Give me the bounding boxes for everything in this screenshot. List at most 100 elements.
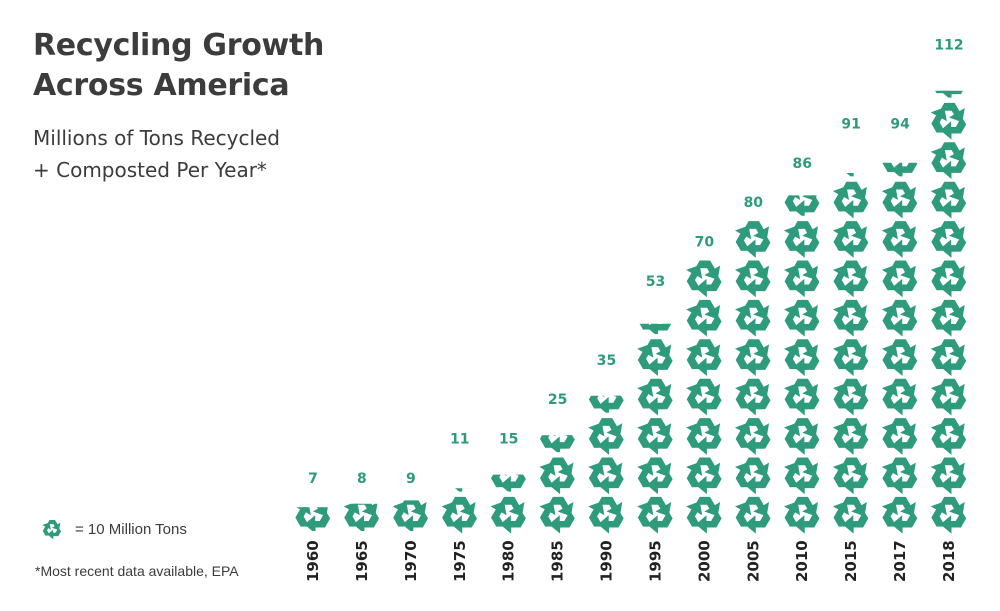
x-tick-label: 1985 xyxy=(549,540,567,582)
x-tick-label: 2017 xyxy=(891,540,909,582)
recycle-icon xyxy=(735,339,771,377)
chart-title-line-1: Recycling Growth xyxy=(33,28,325,63)
recycle-icon xyxy=(588,496,624,534)
value-label: 91 xyxy=(841,116,860,132)
recycle-icon xyxy=(930,378,967,416)
recycle-icon xyxy=(783,457,820,495)
recycle-icon xyxy=(832,299,869,337)
value-label: 8 xyxy=(357,471,367,487)
recycle-icon xyxy=(343,503,380,531)
recycle-icon xyxy=(832,260,869,298)
recycle-icon xyxy=(881,299,918,337)
recycle-icon xyxy=(783,260,820,298)
recycle-icon xyxy=(930,496,967,534)
recycle-icon xyxy=(637,496,673,534)
recycle-icon xyxy=(930,457,967,495)
bar-2015 xyxy=(832,173,869,534)
recycle-icon xyxy=(881,339,918,377)
recycle-icon xyxy=(881,418,918,455)
recycle-icon xyxy=(832,418,869,455)
value-label: 11 xyxy=(450,432,469,448)
recycle-icon xyxy=(783,221,820,258)
value-label: 15 xyxy=(499,432,518,448)
recycle-icon xyxy=(881,162,918,177)
bar-2018 xyxy=(930,90,967,534)
recycle-icon xyxy=(490,474,526,492)
recycle-icon xyxy=(881,457,918,495)
legend: = 10 Million Tons xyxy=(35,513,187,545)
x-tick-label: 1965 xyxy=(353,540,371,582)
recycle-icon xyxy=(637,378,673,416)
recycle-icon xyxy=(735,299,771,337)
recycle-icon xyxy=(686,418,722,455)
recycle-icon xyxy=(783,195,820,216)
recycle-icon xyxy=(294,507,331,532)
recycle-icon xyxy=(637,323,673,334)
recycle-icon xyxy=(930,260,967,298)
x-tick-label: 2005 xyxy=(744,540,762,582)
recycle-icon xyxy=(686,339,722,377)
recycle-icon xyxy=(588,457,624,495)
recycle-icon xyxy=(539,435,575,453)
chart-subtitle: Millions of Tons Recycled + Composted Pe… xyxy=(33,122,353,186)
bar-2010 xyxy=(783,195,820,534)
recycle-icon xyxy=(881,181,918,219)
recycle-icon xyxy=(686,260,722,298)
footnote: *Most recent data available, EPA xyxy=(35,563,239,579)
x-tick-label: 2018 xyxy=(940,540,958,582)
bar-1965 xyxy=(343,503,380,531)
value-label: 35 xyxy=(597,353,616,369)
x-tick-label: 1990 xyxy=(598,540,616,582)
recycle-icon xyxy=(735,378,771,416)
recycle-icon xyxy=(735,260,771,298)
recycle-icon xyxy=(832,339,869,377)
value-label: 86 xyxy=(792,156,811,172)
chart-subtitle-line-2: + Composted Per Year* xyxy=(33,158,267,182)
bar-2005 xyxy=(735,221,771,534)
recycle-icon xyxy=(539,457,575,495)
bar-1960 xyxy=(294,507,331,532)
recycle-icon xyxy=(832,378,869,416)
value-label: 94 xyxy=(890,116,910,132)
recycle-icon xyxy=(930,418,967,455)
value-label: 7 xyxy=(308,471,318,487)
recycle-icon xyxy=(930,102,967,140)
x-tick-label: 1995 xyxy=(646,540,664,582)
recycle-icon xyxy=(783,496,820,534)
value-label: 25 xyxy=(548,392,567,408)
recycle-icon xyxy=(930,181,967,219)
bar-1990 xyxy=(588,395,624,534)
recycle-icon xyxy=(832,181,869,219)
bar-1975 xyxy=(441,488,477,534)
recycle-icon xyxy=(832,221,869,258)
bar-2000 xyxy=(686,260,722,534)
bar-1970 xyxy=(392,500,429,531)
recycle-icon xyxy=(783,339,820,377)
recycle-icon xyxy=(881,221,918,258)
x-tick-label: 1960 xyxy=(304,540,322,582)
recycle-icon xyxy=(735,418,771,455)
recycle-icon xyxy=(441,496,477,534)
recycle-icon xyxy=(881,260,918,298)
chart-title: Recycling Growth Across America xyxy=(33,26,353,106)
recycle-icon xyxy=(930,299,967,337)
recycle-icon xyxy=(637,457,673,495)
recycle-icon xyxy=(451,488,477,492)
value-label: 112 xyxy=(934,38,963,54)
recycle-icon xyxy=(637,339,673,377)
x-tick-label: 1970 xyxy=(402,540,420,582)
legend-label: = 10 Million Tons xyxy=(75,520,187,538)
recycle-icon xyxy=(881,496,918,534)
recycle-icon xyxy=(686,457,722,495)
recycle-icon xyxy=(783,299,820,337)
bar-1980 xyxy=(490,474,526,534)
value-label: 80 xyxy=(744,195,764,211)
x-tick-label: 1980 xyxy=(500,540,518,582)
x-tick-label: 1975 xyxy=(451,540,469,582)
x-tick-label: 2010 xyxy=(793,540,811,582)
recycle-icon xyxy=(735,221,771,258)
value-label: 9 xyxy=(406,471,416,487)
recycle-icon xyxy=(832,496,869,534)
recycle-icon xyxy=(930,221,967,258)
